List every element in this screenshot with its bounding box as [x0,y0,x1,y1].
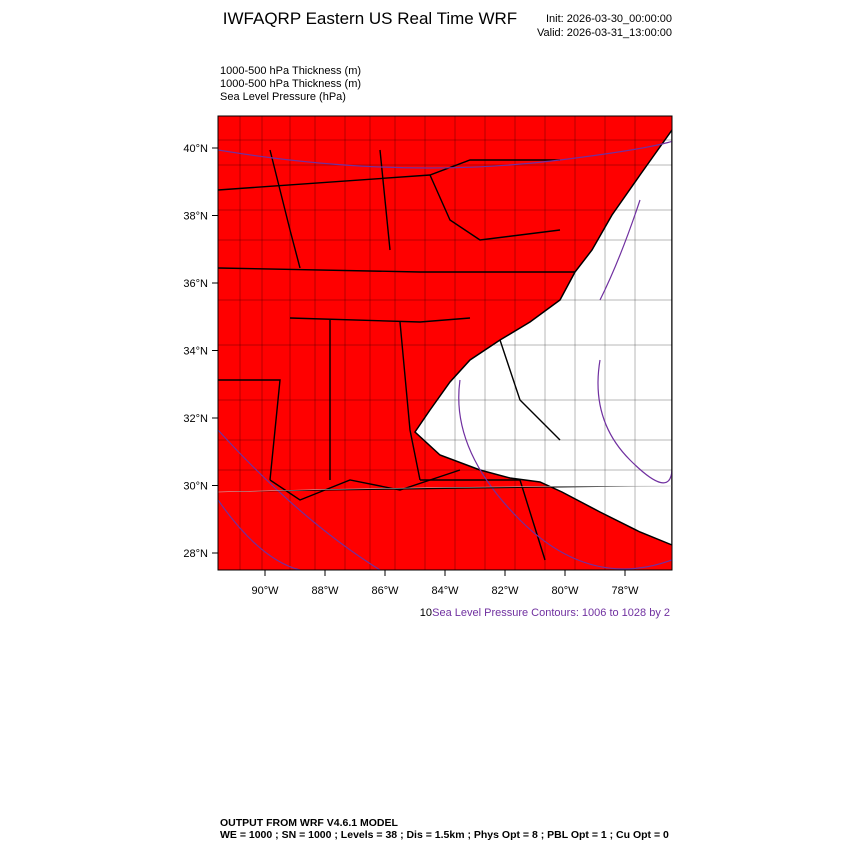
lon-label: 88°W [311,585,339,597]
valid-time: Valid: 2026-03-31_13:00:00 [537,27,672,39]
graticule [218,485,672,493]
lon-label: 82°W [491,585,519,597]
lon-label: 90°W [251,585,279,597]
lon-label: 84°W [431,585,459,597]
lat-label: 38°N [183,211,208,223]
field-label: Sea Level Pressure (hPa) [220,91,346,103]
county-lines [218,116,672,570]
footer-line: OUTPUT FROM WRF V4.6.1 MODEL [220,817,399,829]
lon-label: 80°W [551,585,579,597]
lat-label: 40°N [183,143,208,155]
unfilled-region [414,128,672,546]
field-label: 1000-500 hPa Thickness (m) [220,78,361,90]
lat-label: 30°N [183,481,208,493]
map-area [218,116,672,570]
init-time: Init: 2026-03-30_00:00:00 [546,13,672,25]
axes: 40°N 38°N 36°N 34°N 32°N 30°N 28°N 90°W 88°W 86°W… [183,143,639,597]
contour-prefix: 10 [420,607,432,619]
field-label: 1000-500 hPa Thickness (m) [220,65,361,77]
contour-note: Sea Level Pressure Contours: 1006 to 102… [432,607,670,619]
lat-label: 28°N [183,548,208,560]
lon-label: 86°W [371,585,399,597]
pressure-contours [218,130,672,570]
lat-label: 36°N [183,278,208,290]
title: IWFAQRP Eastern US Real Time WRF [223,9,517,28]
lon-label: 78°W [611,585,639,597]
lat-label: 34°N [183,346,208,358]
footer-line: WE = 1000 ; SN = 1000 ; Levels = 38 ; Di… [220,829,669,841]
lat-label: 32°N [183,413,208,425]
